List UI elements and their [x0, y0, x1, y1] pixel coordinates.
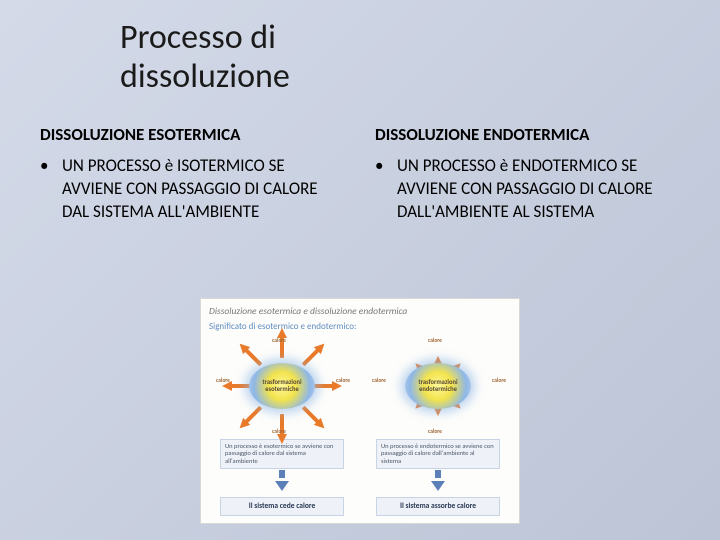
eso-core: trasformazioni esotermiche — [249, 363, 315, 409]
eso-box-column: Un processo è esotermico se avviene con … — [212, 439, 352, 516]
diagram: Dissoluzione esotermica e dissoluzione e… — [200, 298, 520, 524]
calore-label: calore — [492, 378, 506, 384]
left-bullet-text: UN PROCESSO è ISOTERMICO SE AVVIENE CON … — [62, 155, 345, 224]
diagram-subtitle: Significato di esotermico e endotermico: — [209, 321, 511, 332]
calore-label: calore — [428, 338, 442, 344]
endo-burst: calore calore calore calore trasformazio… — [368, 338, 508, 433]
endo-box-column: Un processo è endotermico se avviene con… — [368, 439, 508, 516]
endo-desc: Un processo è endotermico se avviene con… — [376, 439, 500, 469]
right-column: DISSOLUZIONE ENDOTERMICA • UN PROCESSO è… — [375, 124, 680, 224]
endo-conclusion: Il sistema assorbe calore — [376, 497, 500, 516]
right-heading: DISSOLUZIONE ENDOTERMICA — [375, 124, 680, 145]
arrow-out — [236, 404, 264, 432]
bullet-dot: • — [375, 155, 397, 224]
boxes-row: Un processo è esotermico se avviene con … — [209, 439, 511, 516]
arrow-out — [236, 340, 264, 368]
right-bullet: • UN PROCESSO è ENDOTERMICO SE AVVIENE C… — [375, 155, 680, 224]
calore-label: calore — [336, 378, 350, 384]
left-heading: DISSOLUZIONE ESOTERMICA — [40, 124, 345, 145]
calore-label: calore — [272, 429, 286, 435]
calore-label: calore — [272, 338, 286, 344]
eso-conclusion: Il sistema cede calore — [220, 497, 344, 516]
endo-core-label: trasformazioni endotermiche — [405, 379, 471, 393]
arrow-out — [300, 404, 328, 432]
left-bullet: • UN PROCESSO è ISOTERMICO SE AVVIENE CO… — [40, 155, 345, 224]
calore-label: calore — [216, 378, 230, 384]
arrow-out — [300, 340, 328, 368]
two-columns: DISSOLUZIONE ESOTERMICA • UN PROCESSO è … — [0, 96, 720, 224]
bullet-dot: • — [40, 155, 62, 224]
down-arrow — [431, 471, 445, 494]
calore-label: calore — [372, 378, 386, 384]
page-title: Processo di dissoluzione — [0, 0, 720, 96]
bursts-row: calore calore calore calore trasformazio… — [209, 338, 511, 433]
calore-label: calore — [428, 429, 442, 435]
title-text: Processo di dissoluzione — [120, 17, 290, 97]
left-column: DISSOLUZIONE ESOTERMICA • UN PROCESSO è … — [40, 124, 345, 224]
eso-burst: calore calore calore calore trasformazio… — [212, 338, 352, 433]
down-arrow — [275, 471, 289, 494]
right-bullet-text: UN PROCESSO è ENDOTERMICO SE AVVIENE CON… — [397, 155, 680, 224]
eso-core-label: trasformazioni esotermiche — [249, 379, 315, 393]
endo-core: trasformazioni endotermiche — [405, 363, 471, 409]
diagram-title: Dissoluzione esotermica e dissoluzione e… — [209, 305, 511, 317]
